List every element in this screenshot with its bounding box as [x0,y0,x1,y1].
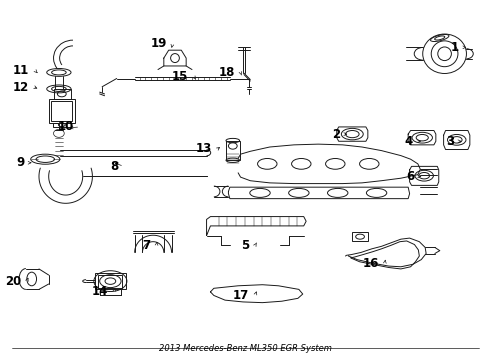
Bar [53,123,71,127]
Text: 15: 15 [171,70,188,83]
Text: 8: 8 [110,160,118,173]
Text: 19: 19 [150,37,166,50]
Bar [225,140,239,160]
Text: 17: 17 [233,289,249,302]
Text: 16: 16 [362,257,378,270]
Text: 9: 9 [16,156,24,169]
Text: 20: 20 [5,275,21,288]
Text: 7: 7 [142,239,150,252]
Text: 5: 5 [241,239,249,252]
Text: 18: 18 [218,66,234,79]
Bar [95,273,126,289]
Bar [49,99,75,123]
Text: 1: 1 [450,41,458,54]
Text: 14: 14 [92,285,108,298]
Text: 3: 3 [445,135,453,148]
Bar [54,89,70,99]
Text: 12: 12 [13,81,29,94]
Text: 2: 2 [331,127,340,141]
Bar [351,232,367,241]
Text: 6: 6 [406,170,414,183]
Bar [51,102,72,121]
Bar [98,275,122,288]
Text: 2013 Mercedes-Benz ML350 EGR System: 2013 Mercedes-Benz ML350 EGR System [159,344,331,353]
Text: 13: 13 [196,142,212,155]
Text: 10: 10 [58,121,74,134]
Text: 11: 11 [13,64,29,77]
Text: 4: 4 [404,135,412,148]
